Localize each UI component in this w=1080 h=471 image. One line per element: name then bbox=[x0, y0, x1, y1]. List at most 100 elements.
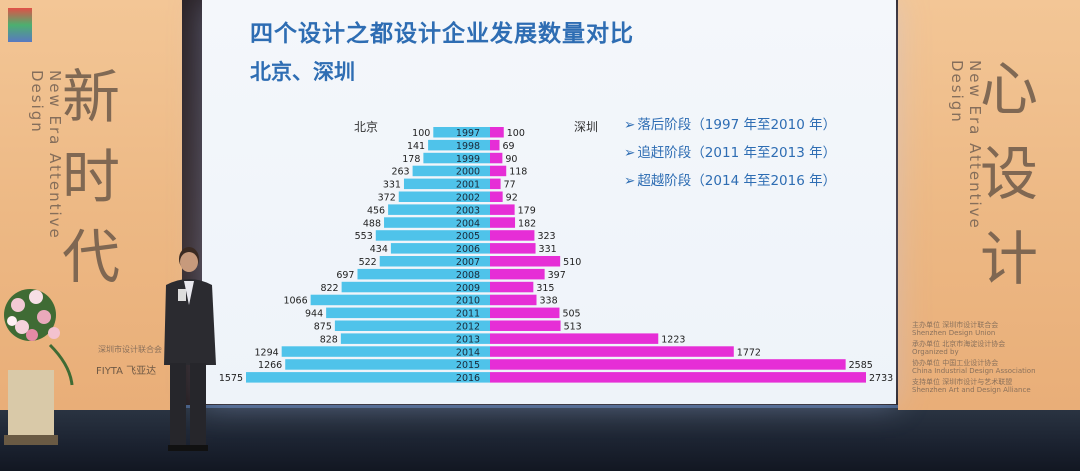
data-label-beijing: 331 bbox=[383, 180, 401, 191]
banner-char-4: 心 bbox=[980, 55, 1039, 123]
data-label-shenzhen: 92 bbox=[506, 193, 518, 204]
slide-subtitle: 北京、深圳 bbox=[250, 60, 355, 84]
banner-vertical-slogan-right: New Era Attentive Design bbox=[948, 60, 984, 230]
bar-beijing bbox=[357, 268, 446, 280]
year-box bbox=[446, 152, 490, 164]
year-tick-label: 2005 bbox=[456, 231, 480, 242]
arrow-icon: ➢ bbox=[624, 117, 636, 133]
data-label-shenzhen: 505 bbox=[562, 309, 580, 320]
banner-char-2: 时 bbox=[62, 143, 121, 211]
year-tick-label: 2001 bbox=[456, 180, 480, 191]
year-box bbox=[446, 243, 490, 254]
data-label-shenzhen: 2733 bbox=[869, 373, 893, 384]
banner-char-6: 计 bbox=[980, 225, 1039, 293]
data-label-shenzhen: 182 bbox=[518, 218, 536, 229]
bar-beijing bbox=[428, 139, 446, 151]
data-label-beijing: 822 bbox=[320, 283, 338, 294]
year-tick-label: 2006 bbox=[456, 244, 480, 255]
data-label-beijing: 828 bbox=[320, 334, 338, 345]
year-box bbox=[446, 333, 490, 344]
bar-beijing bbox=[340, 333, 446, 344]
data-label-shenzhen: 2585 bbox=[849, 360, 873, 371]
year-tick-label: 2004 bbox=[456, 218, 480, 229]
bar-shenzhen bbox=[490, 346, 734, 357]
bar-beijing bbox=[341, 281, 446, 293]
year-tick-label: 1999 bbox=[456, 154, 480, 165]
bar-beijing bbox=[433, 127, 446, 138]
data-label-shenzhen: 323 bbox=[537, 231, 555, 242]
event-logo-icon bbox=[8, 8, 32, 42]
projection-screen: 四个设计之都设计企业发展数量对比 北京、深圳 北京 深圳 1997 100 100 1… bbox=[202, 0, 896, 404]
data-label-shenzhen: 510 bbox=[563, 257, 581, 268]
bar-beijing bbox=[388, 204, 446, 215]
bar-shenzhen bbox=[490, 281, 534, 293]
data-label-shenzhen: 338 bbox=[540, 296, 558, 307]
bar-shenzhen bbox=[490, 294, 537, 306]
bar-shenzhen bbox=[490, 191, 503, 202]
bar-beijing bbox=[403, 178, 446, 190]
year-box bbox=[446, 139, 490, 151]
data-label-beijing: 141 bbox=[407, 141, 425, 152]
year-box bbox=[446, 359, 490, 370]
legend-phase-3: 超越阶段（2014 年至2016 年） bbox=[637, 173, 837, 189]
bar-shenzhen bbox=[490, 127, 504, 138]
data-label-beijing: 488 bbox=[363, 218, 381, 229]
bar-shenzhen bbox=[490, 243, 536, 254]
data-label-beijing: 372 bbox=[378, 193, 396, 204]
data-label-shenzhen: 315 bbox=[536, 283, 554, 294]
credit-line: Shenzhen Design Union bbox=[912, 329, 996, 337]
year-tick-label: 2002 bbox=[456, 193, 480, 204]
sponsor-label: 深圳市设计联合会 bbox=[98, 345, 162, 354]
bar-shenzhen bbox=[490, 204, 515, 215]
bar-shenzhen bbox=[490, 333, 659, 344]
arrow-icon: ➢ bbox=[624, 173, 636, 189]
credit-line: 主办单位 深圳市设计联合会 bbox=[912, 321, 999, 329]
data-label-beijing: 178 bbox=[402, 154, 420, 165]
series-label-shenzhen: 深圳 bbox=[574, 120, 598, 134]
bar-shenzhen bbox=[490, 139, 500, 151]
data-label-shenzhen: 179 bbox=[518, 205, 536, 216]
year-box bbox=[446, 268, 490, 280]
data-label-beijing: 434 bbox=[370, 244, 388, 255]
year-box bbox=[446, 165, 490, 177]
banner-vertical-slogan: New Era Attentive Design bbox=[28, 70, 64, 240]
year-box bbox=[446, 230, 490, 241]
data-label-beijing: 875 bbox=[314, 322, 332, 333]
credit-line: China Industrial Design Association bbox=[912, 367, 1036, 375]
bar-beijing bbox=[398, 191, 446, 202]
bar-shenzhen bbox=[490, 256, 561, 267]
legend-phase-2: 追赶阶段（2011 年至2013 年） bbox=[637, 145, 837, 161]
legend-item: ➢ 超越阶段（2014 年至2016 年） bbox=[624, 169, 836, 197]
bar-beijing bbox=[384, 217, 446, 228]
year-box bbox=[446, 320, 490, 331]
data-label-shenzhen: 331 bbox=[539, 244, 557, 255]
year-box bbox=[446, 281, 490, 293]
year-tick-label: 2013 bbox=[456, 334, 480, 345]
data-label-beijing: 100 bbox=[412, 128, 430, 139]
stage-edge bbox=[0, 405, 1080, 408]
year-tick-label: 1997 bbox=[456, 128, 480, 139]
year-tick-label: 2016 bbox=[456, 373, 480, 384]
data-label-shenzhen: 1223 bbox=[661, 334, 685, 345]
bar-beijing bbox=[326, 307, 446, 319]
bar-shenzhen bbox=[490, 372, 866, 383]
bar-shenzhen bbox=[490, 359, 846, 370]
banner-char-1: 新 bbox=[62, 63, 121, 131]
year-tick-label: 2012 bbox=[456, 322, 480, 333]
data-label-beijing: 263 bbox=[391, 167, 409, 178]
bar-shenzhen bbox=[490, 165, 507, 177]
year-box bbox=[446, 372, 490, 383]
year-box bbox=[446, 204, 490, 215]
bar-shenzhen bbox=[490, 307, 560, 319]
year-box bbox=[446, 217, 490, 228]
data-label-beijing: 456 bbox=[367, 205, 385, 216]
year-tick-label: 2008 bbox=[456, 270, 480, 281]
data-label-shenzhen: 397 bbox=[548, 270, 566, 281]
year-tick-label: 2015 bbox=[456, 360, 480, 371]
year-tick-label: 2010 bbox=[456, 296, 480, 307]
bar-shenzhen bbox=[490, 152, 503, 164]
butterfly-bar-chart: 北京 深圳 1997 100 100 1998 141 69 1999 178 90 2000 26… bbox=[219, 120, 893, 384]
year-tick-label: 1998 bbox=[456, 141, 480, 152]
data-label-shenzhen: 69 bbox=[502, 141, 514, 152]
data-label-shenzhen: 77 bbox=[504, 180, 516, 191]
